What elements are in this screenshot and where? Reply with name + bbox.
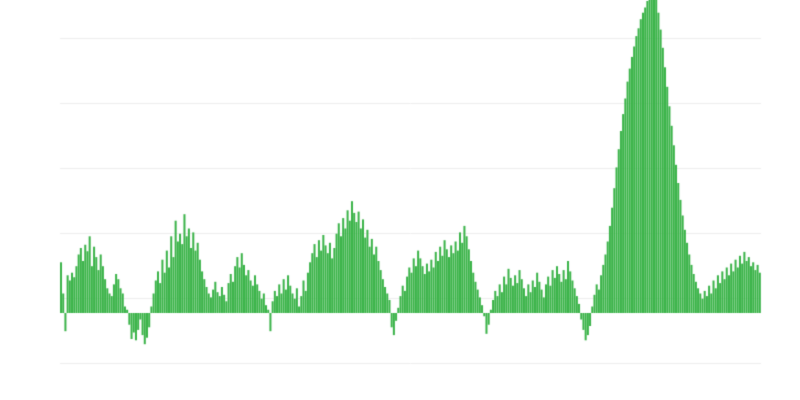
chart-container [0,0,800,400]
bar-chart-canvas [0,0,800,400]
